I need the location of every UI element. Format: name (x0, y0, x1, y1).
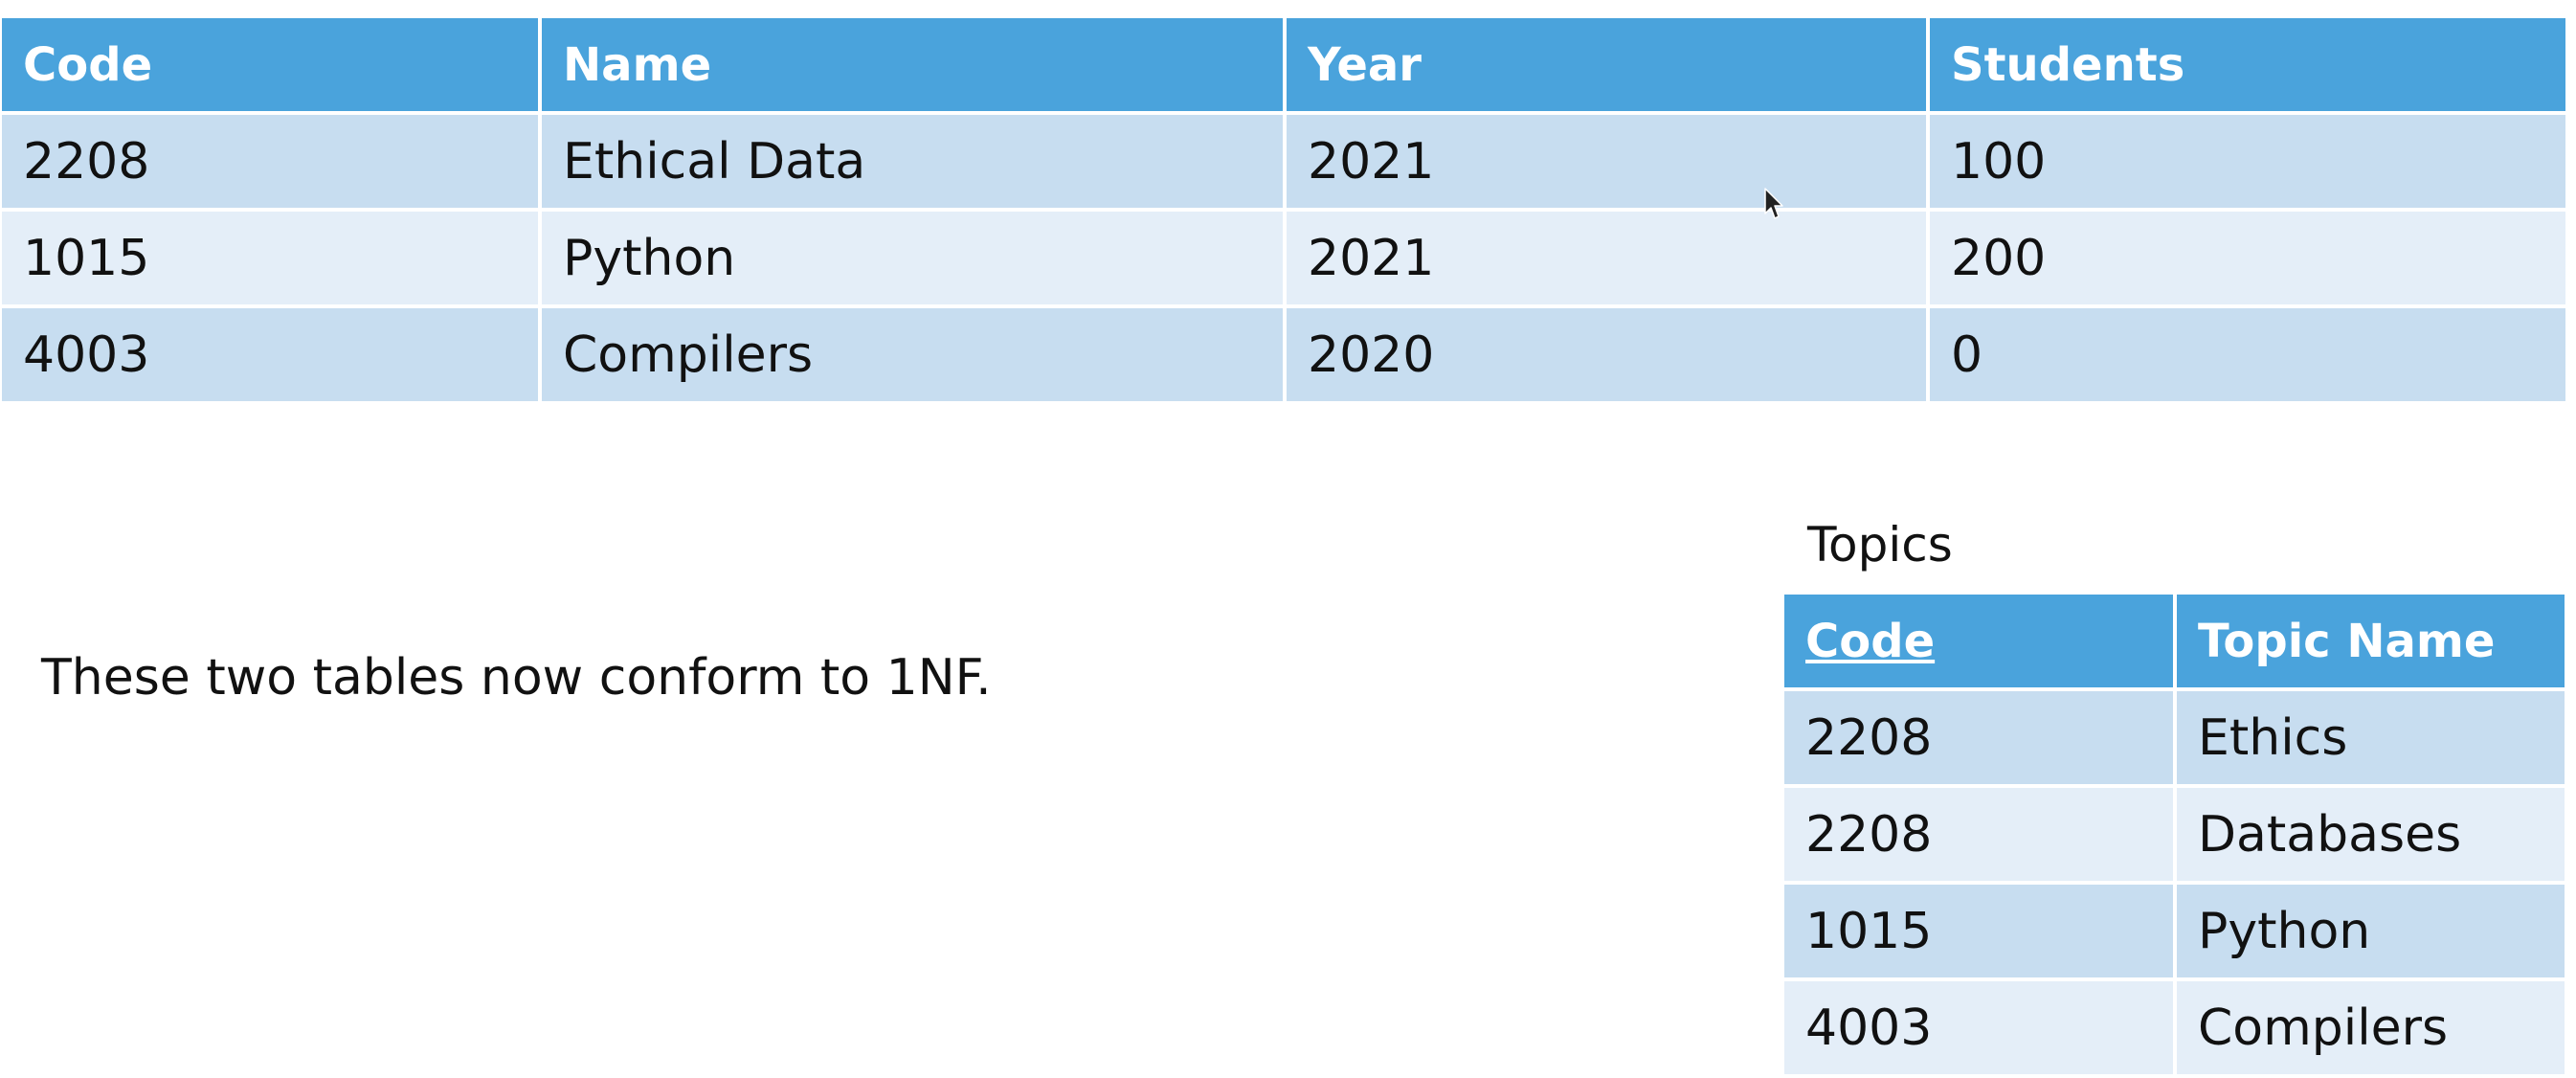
cell-topic-name: Ethics (2177, 691, 2565, 784)
courses-header-students: Students (1930, 18, 2565, 111)
table-row: 2208 Databases (1784, 788, 2565, 881)
topics-table: Code Topic Name 2208 Ethics 2208 Databas… (1781, 591, 2568, 1078)
cell-students: 0 (1930, 308, 2565, 401)
courses-header-code: Code (2, 18, 538, 111)
table-row: 4003 Compilers (1784, 981, 2565, 1074)
cell-code: 4003 (2, 308, 538, 401)
cell-code: 2208 (2, 115, 538, 208)
courses-header-name: Name (542, 18, 1283, 111)
cell-name: Python (542, 212, 1283, 304)
cell-year: 2021 (1287, 212, 1926, 304)
cell-topic-name: Compilers (2177, 981, 2565, 1074)
table-row: 4003 Compilers 2020 0 (2, 308, 2565, 401)
table-row: 2208 Ethics (1784, 691, 2565, 784)
cell-topic-name: Databases (2177, 788, 2565, 881)
topics-table-caption: Topics (1807, 517, 1953, 573)
cell-name: Ethical Data (542, 115, 1283, 208)
table-row: 2208 Ethical Data 2021 100 (2, 115, 2565, 208)
conformance-note: These two tables now conform to 1NF. (41, 649, 992, 707)
cell-year: 2020 (1287, 308, 1926, 401)
topics-header-row: Code Topic Name (1784, 595, 2565, 687)
cell-students: 100 (1930, 115, 2565, 208)
table-row: 1015 Python (1784, 885, 2565, 977)
topics-header-topic-name: Topic Name (2177, 595, 2565, 687)
mouse-pointer-icon (1764, 188, 1783, 219)
courses-table: Code Name Year Students 2208 Ethical Dat… (0, 14, 2569, 405)
cell-students: 200 (1930, 212, 2565, 304)
cell-code: 2208 (1784, 788, 2173, 881)
table-row: 1015 Python 2021 200 (2, 212, 2565, 304)
cell-year: 2021 (1287, 115, 1926, 208)
cell-code: 4003 (1784, 981, 2173, 1074)
cell-topic-name: Python (2177, 885, 2565, 977)
cell-code: 2208 (1784, 691, 2173, 784)
courses-header-row: Code Name Year Students (2, 18, 2565, 111)
cell-code: 1015 (1784, 885, 2173, 977)
cell-name: Compilers (542, 308, 1283, 401)
cell-code: 1015 (2, 212, 538, 304)
courses-header-year: Year (1287, 18, 1926, 111)
topics-header-code: Code (1784, 595, 2173, 687)
